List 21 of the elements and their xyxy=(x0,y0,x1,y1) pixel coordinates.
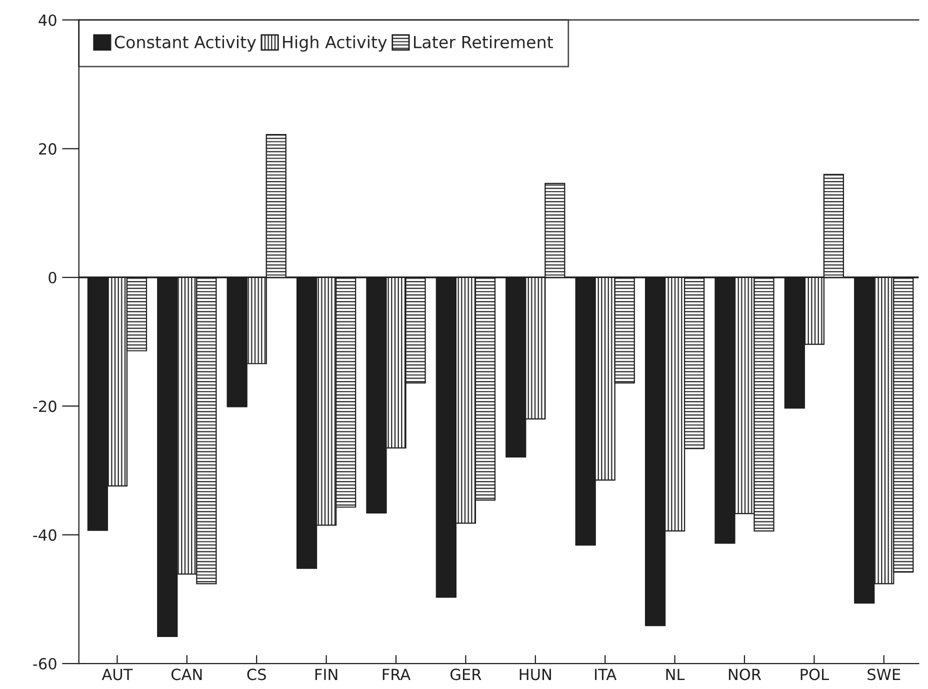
y-tick-label: 0 xyxy=(48,272,56,284)
x-tick-label: NOR xyxy=(728,668,762,680)
x-tick-label: CAN xyxy=(171,668,202,680)
x-tick-label: ITA xyxy=(595,668,617,680)
y-tick-label: -40 xyxy=(33,529,56,541)
x-tick-label: SWE xyxy=(868,668,900,680)
x-tick-label: GER xyxy=(450,668,482,680)
y-tick-label: -20 xyxy=(33,400,56,412)
x-tick-label: FRA xyxy=(382,668,410,680)
legend-label: Later Retirement xyxy=(414,35,553,48)
legend-label: High Activity xyxy=(283,35,387,52)
x-tick-label: NL xyxy=(666,668,685,680)
x-tick-label: CS xyxy=(247,668,266,680)
x-tick-label: FIN xyxy=(315,668,338,680)
y-tick-label: 20 xyxy=(39,143,56,155)
x-tick-label: AUT xyxy=(102,668,133,680)
y-tick-label: 40 xyxy=(38,14,56,26)
legend-label: Constant Activity xyxy=(114,35,256,52)
x-tick-label: POL xyxy=(800,668,829,680)
x-tick-label: HUN xyxy=(520,668,551,680)
y-tick-label: -60 xyxy=(33,658,56,670)
